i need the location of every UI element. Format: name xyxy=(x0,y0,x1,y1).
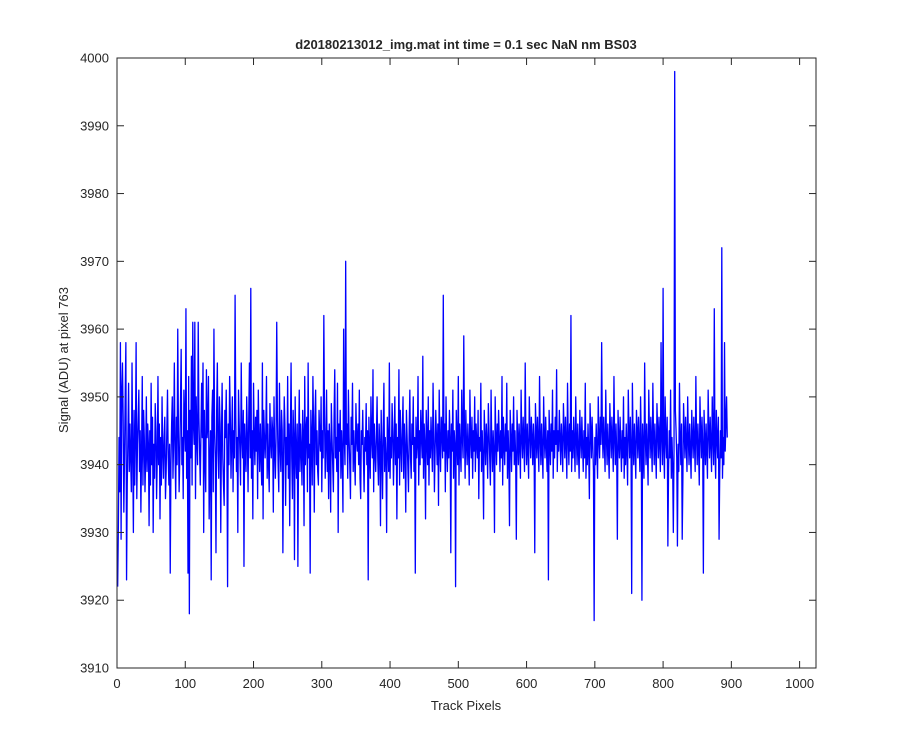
x-tick-label: 200 xyxy=(243,676,265,691)
y-tick-label: 3960 xyxy=(80,322,109,337)
x-axis-ticks: 0 100 200 300 400 500 600 700 800 900 1000 xyxy=(113,58,814,691)
y-tick-label: 3930 xyxy=(80,525,109,540)
x-tick-label: 100 xyxy=(174,676,196,691)
x-tick-label: 300 xyxy=(311,676,333,691)
y-tick-label: 3940 xyxy=(80,457,109,472)
x-tick-label: 600 xyxy=(516,676,538,691)
y-tick-label: 3980 xyxy=(80,186,109,201)
x-tick-label: 800 xyxy=(652,676,674,691)
plot-area xyxy=(117,58,816,668)
x-axis-label: Track Pixels xyxy=(431,698,502,713)
x-tick-label: 500 xyxy=(447,676,469,691)
axes-frame xyxy=(116,57,817,669)
y-tick-label: 3950 xyxy=(80,389,109,404)
x-tick-label: 700 xyxy=(584,676,606,691)
y-tick-label: 3990 xyxy=(80,118,109,133)
series-line-0 xyxy=(117,70,728,622)
x-tick-label: 1000 xyxy=(785,676,814,691)
y-tick-label: 3920 xyxy=(80,593,109,608)
series-layer xyxy=(117,70,728,622)
y-tick-label: 3910 xyxy=(80,661,109,676)
chart-title: d20180213012_img.mat int time = 0.1 sec … xyxy=(295,37,636,52)
y-axis-ticks: 3910 3920 3930 3940 3950 3960 3970 3980 3990 4000 xyxy=(80,51,816,676)
y-tick-label: 4000 xyxy=(80,51,109,66)
x-tick-label: 400 xyxy=(379,676,401,691)
x-tick-label: 0 xyxy=(113,676,120,691)
y-tick-label: 3970 xyxy=(80,254,109,269)
y-axis-label: Signal (ADU) at pixel 763 xyxy=(56,287,71,433)
x-tick-label: 900 xyxy=(721,676,743,691)
